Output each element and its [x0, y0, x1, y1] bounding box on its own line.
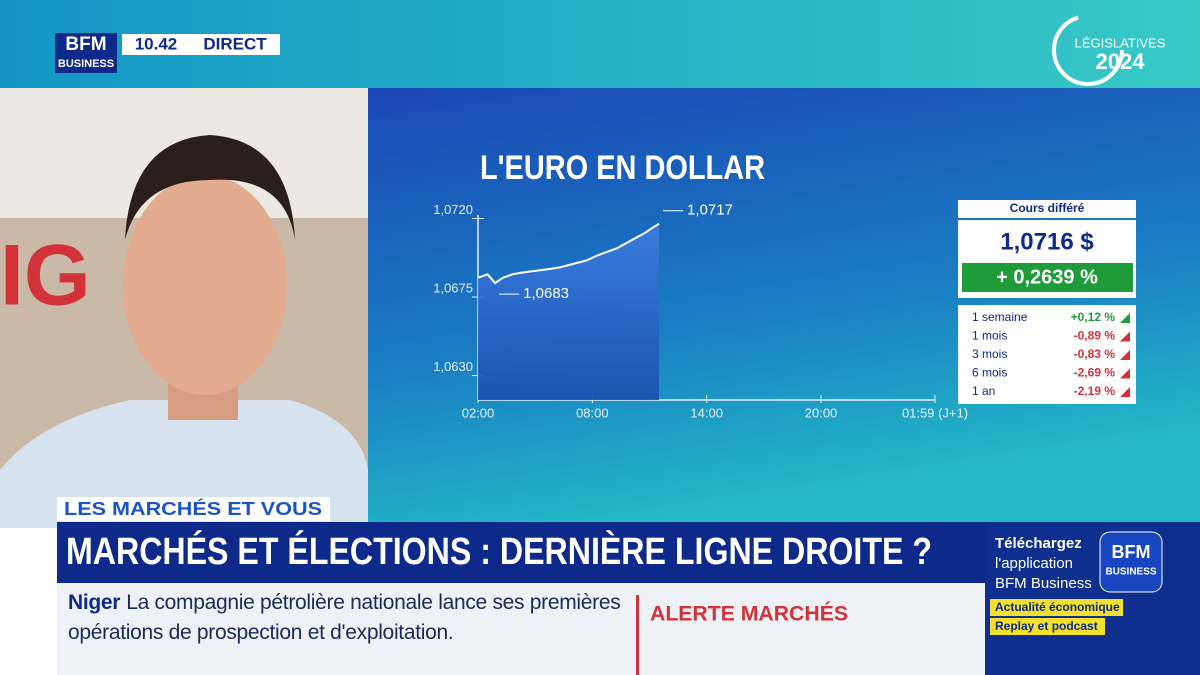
periods: 1 semaine +0,12 % 1 mois -0,89 % 3 mois -0,83… — [972, 310, 1130, 398]
logo-bottom: BUSINESS — [58, 58, 114, 70]
quote-change-box — [962, 263, 1133, 292]
period-change: -0,83 % — [1074, 347, 1116, 361]
promo-logo-bottom: BUSINESS — [1105, 567, 1156, 578]
annotation-label: 1,0683 — [523, 285, 569, 302]
period-arrow — [1120, 331, 1130, 342]
promo-line3: BFM Business — [995, 575, 1092, 592]
ticker: Niger La compagnie pétrolière nationale l… — [68, 588, 628, 648]
period-change: -2,19 % — [1074, 384, 1116, 398]
promo-tag1: Actualité économique — [995, 600, 1120, 614]
badge-bottom: 2024 — [1096, 49, 1146, 74]
headline-box — [57, 522, 985, 583]
y-tick-label: 1,0720 — [433, 202, 473, 217]
ticker-box — [57, 583, 985, 675]
promo-tag1-box — [990, 599, 1123, 616]
logo-top: BFM — [65, 34, 106, 55]
period-arrow — [1120, 368, 1130, 379]
period-arrow — [1120, 313, 1130, 323]
annotation-label: 1,0717 — [687, 202, 733, 219]
shirt — [0, 400, 368, 528]
promo-tag2: Replay et podcast — [995, 619, 1098, 633]
period-label: 6 mois — [972, 366, 1007, 380]
x-tick-label: 01:59 (J+1) — [902, 405, 968, 420]
area — [478, 223, 660, 400]
promo-box — [985, 522, 1200, 675]
badge-ring — [1052, 14, 1124, 86]
promo-line2: l'application — [995, 555, 1073, 572]
period-arrow — [1120, 350, 1130, 360]
kicker: LES MARCHÉS ET VOUS — [64, 498, 322, 519]
promo-logo — [1099, 531, 1163, 593]
face — [123, 175, 287, 395]
kicker-box — [57, 497, 330, 521]
time-box — [122, 34, 190, 55]
hair — [125, 135, 295, 240]
y-tick-label: 1,0675 — [433, 280, 473, 295]
quote-header: Cours différé — [1010, 201, 1085, 215]
x-tick-label: 20:00 — [805, 405, 838, 420]
live-box — [190, 34, 280, 55]
promo-tag2-box — [990, 618, 1105, 635]
promo-line1: Téléchargez — [995, 535, 1082, 552]
badge-top: LÉGISLATIVES — [1075, 35, 1166, 50]
chart-title: L'EURO EN DOLLAR — [480, 149, 765, 187]
promo-logo-top: BFM — [1112, 542, 1151, 562]
period-label: 1 semaine — [972, 310, 1028, 324]
y-tick-label: 1,0630 — [433, 359, 473, 374]
period-label: 1 an — [972, 384, 995, 398]
headline: MARCHÉS ET ÉLECTIONS : DERNIÈRE LIGNE DR… — [66, 529, 932, 573]
ticker-tag: Niger — [68, 591, 121, 614]
x-tick-label: 02:00 — [462, 405, 495, 420]
x-tick-label: 14:00 — [690, 405, 723, 420]
line — [477, 222, 660, 285]
logo-box — [55, 33, 117, 73]
period-label: 1 mois — [972, 329, 1007, 343]
x-tick-label: 08:00 — [576, 405, 609, 420]
period-change: -2,69 % — [1074, 366, 1116, 380]
periods-box — [958, 305, 1136, 404]
quote-price: 1,0716 $ — [1000, 228, 1094, 255]
alert: ALERTE MARCHÉS — [650, 603, 848, 626]
quote-change: + 0,2639 % — [996, 266, 1098, 288]
wall-sign: IG — [0, 228, 91, 324]
live: DIRECT — [203, 34, 267, 53]
period-change: +0,12 % — [1071, 310, 1116, 324]
period-label: 3 mois — [972, 347, 1007, 361]
quote-header-box — [958, 200, 1136, 218]
period-arrow — [1120, 387, 1130, 397]
ticker-divider — [636, 595, 639, 675]
time: 10.42 — [135, 34, 178, 53]
period-change: -0,89 % — [1074, 329, 1116, 343]
chart: 1,0630 1,0675 1,0720 02:00 08:00 14:00 20:00 01… — [433, 202, 968, 421]
ticker-text: La compagnie pétrolière nationale lance … — [68, 591, 621, 644]
